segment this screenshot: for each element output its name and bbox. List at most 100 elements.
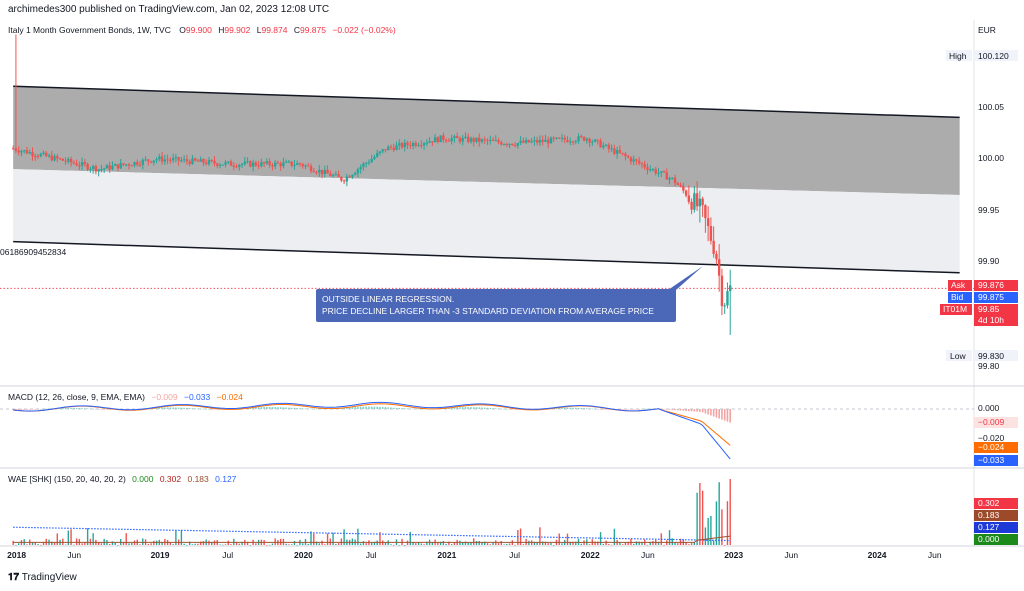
candle: [715, 250, 718, 265]
wae-bar: [84, 542, 86, 545]
price-axis[interactable]: High 100.120 100.05 100.00 99.95 99.90 9…: [940, 50, 1018, 371]
candle: [538, 135, 542, 147]
candle: [138, 160, 142, 168]
wae-bar: [40, 544, 42, 546]
wae-bar: [175, 530, 177, 545]
channel-upper-line[interactable]: [13, 85, 960, 119]
candle: [246, 157, 249, 164]
wae-bar: [100, 543, 103, 545]
macd-hist-bar: [715, 409, 718, 418]
macd-hist-bar: [632, 409, 635, 410]
macd-hist-bar: [48, 408, 50, 410]
candlestick-series[interactable]: [11, 34, 732, 335]
candle: [621, 152, 624, 156]
candle: [453, 134, 456, 143]
regression-channel[interactable]: [13, 85, 960, 274]
macd-hist-bar: [690, 409, 693, 412]
wae-bar: [390, 544, 392, 545]
macd-signal-tag-bg: [974, 442, 1018, 453]
wae-bar: [453, 542, 456, 545]
candle: [516, 142, 520, 149]
candle: [56, 154, 59, 163]
wae-tag-4-bg: [974, 534, 1018, 545]
macd-hist-bar: [155, 407, 158, 409]
candle: [144, 156, 147, 162]
macd-hist-bar: [310, 408, 312, 410]
candle: [75, 159, 78, 167]
macd-hist-bar: [409, 408, 412, 410]
candle: [591, 139, 594, 146]
wae-bar: [696, 492, 698, 545]
macd-hist-bar: [630, 409, 632, 410]
candle: [356, 167, 360, 178]
candle: [637, 156, 641, 166]
callout-pointer: [668, 266, 703, 290]
candle: [158, 153, 161, 162]
time-axis[interactable]: 2018 Jun 2019 Jul 2020 Jul 2021 Jul 2022 Jun 2023 J…: [7, 550, 942, 560]
wae-bar: [561, 543, 563, 545]
macd-hist-bar: [392, 407, 395, 409]
candle: [102, 167, 106, 173]
candle: [657, 168, 660, 177]
candle: [527, 139, 531, 143]
candle: [100, 164, 103, 173]
macd-hist-bar: [296, 408, 299, 409]
candle: [23, 149, 26, 154]
macd-hist-bar: [370, 406, 373, 409]
wae-bar: [404, 544, 406, 546]
macd-hist-bar: [42, 408, 45, 410]
candle: [160, 152, 164, 165]
candle: [712, 226, 715, 258]
macd-hist-bar: [103, 409, 105, 410]
candle: [11, 145, 15, 150]
candle: [684, 189, 688, 198]
wae-bar: [608, 544, 610, 545]
macd-hist-bar: [293, 407, 296, 409]
candle: [108, 161, 111, 173]
channel-lower-line[interactable]: [13, 240, 960, 274]
macd-pane[interactable]: MACD (12, 26, close, 9, EMA, EMA) −0.009…: [0, 392, 1018, 466]
candle: [500, 140, 503, 146]
wae-bar: [67, 530, 70, 545]
time-tick: 2020: [294, 550, 313, 560]
tradingview-logo[interactable]: 𝟏𝟕 TradingView: [8, 572, 77, 583]
macd-hist-bar: [67, 407, 70, 409]
wae-bar: [379, 532, 381, 545]
symbol-legend[interactable]: Italy 1 Month Government Bonds, 1W, TVC …: [8, 25, 396, 35]
candle: [649, 165, 652, 172]
candle: [312, 167, 315, 173]
wae-bar: [426, 541, 428, 545]
candle: [362, 161, 365, 171]
wae-v2: 0.302: [160, 474, 182, 484]
wae-bar: [448, 541, 450, 545]
macd-hist-bar: [17, 409, 20, 410]
wae-bar: [246, 541, 249, 545]
candle: [414, 140, 418, 148]
publish-line: archimedes300 published on TradingView.c…: [8, 4, 329, 15]
candle: [34, 153, 37, 161]
annotation-callout[interactable]: OUTSIDE LINEAR REGRESSION. PRICE DECLINE…: [316, 266, 703, 322]
l-label: L: [257, 25, 262, 35]
macd-hist-bar: [467, 407, 470, 409]
macd-hist-bar: [492, 408, 494, 409]
candle: [533, 136, 536, 146]
wae-bar: [461, 542, 464, 545]
wae-bar: [268, 544, 271, 546]
macd-hist-bar: [699, 409, 701, 412]
wae-bars: [12, 479, 731, 546]
macd-hist-bar: [376, 406, 379, 409]
macd-hist-bar: [166, 407, 169, 409]
wae-bar: [475, 541, 478, 545]
macd-hist-bar: [580, 407, 583, 409]
candle: [216, 162, 219, 169]
candle: [406, 140, 409, 150]
macd-hist-bar: [459, 407, 461, 409]
wae-bar: [222, 544, 224, 546]
wae-bar: [550, 542, 552, 545]
wae-bar: [37, 544, 39, 545]
wae-pane[interactable]: WAE [SHK] (150, 20, 40, 20, 2) 0.000 0.3…: [8, 474, 1018, 546]
wae-bar: [627, 541, 629, 545]
macd-hist-bar: [213, 409, 216, 410]
candle: [690, 198, 693, 215]
wae-bar: [668, 530, 671, 545]
